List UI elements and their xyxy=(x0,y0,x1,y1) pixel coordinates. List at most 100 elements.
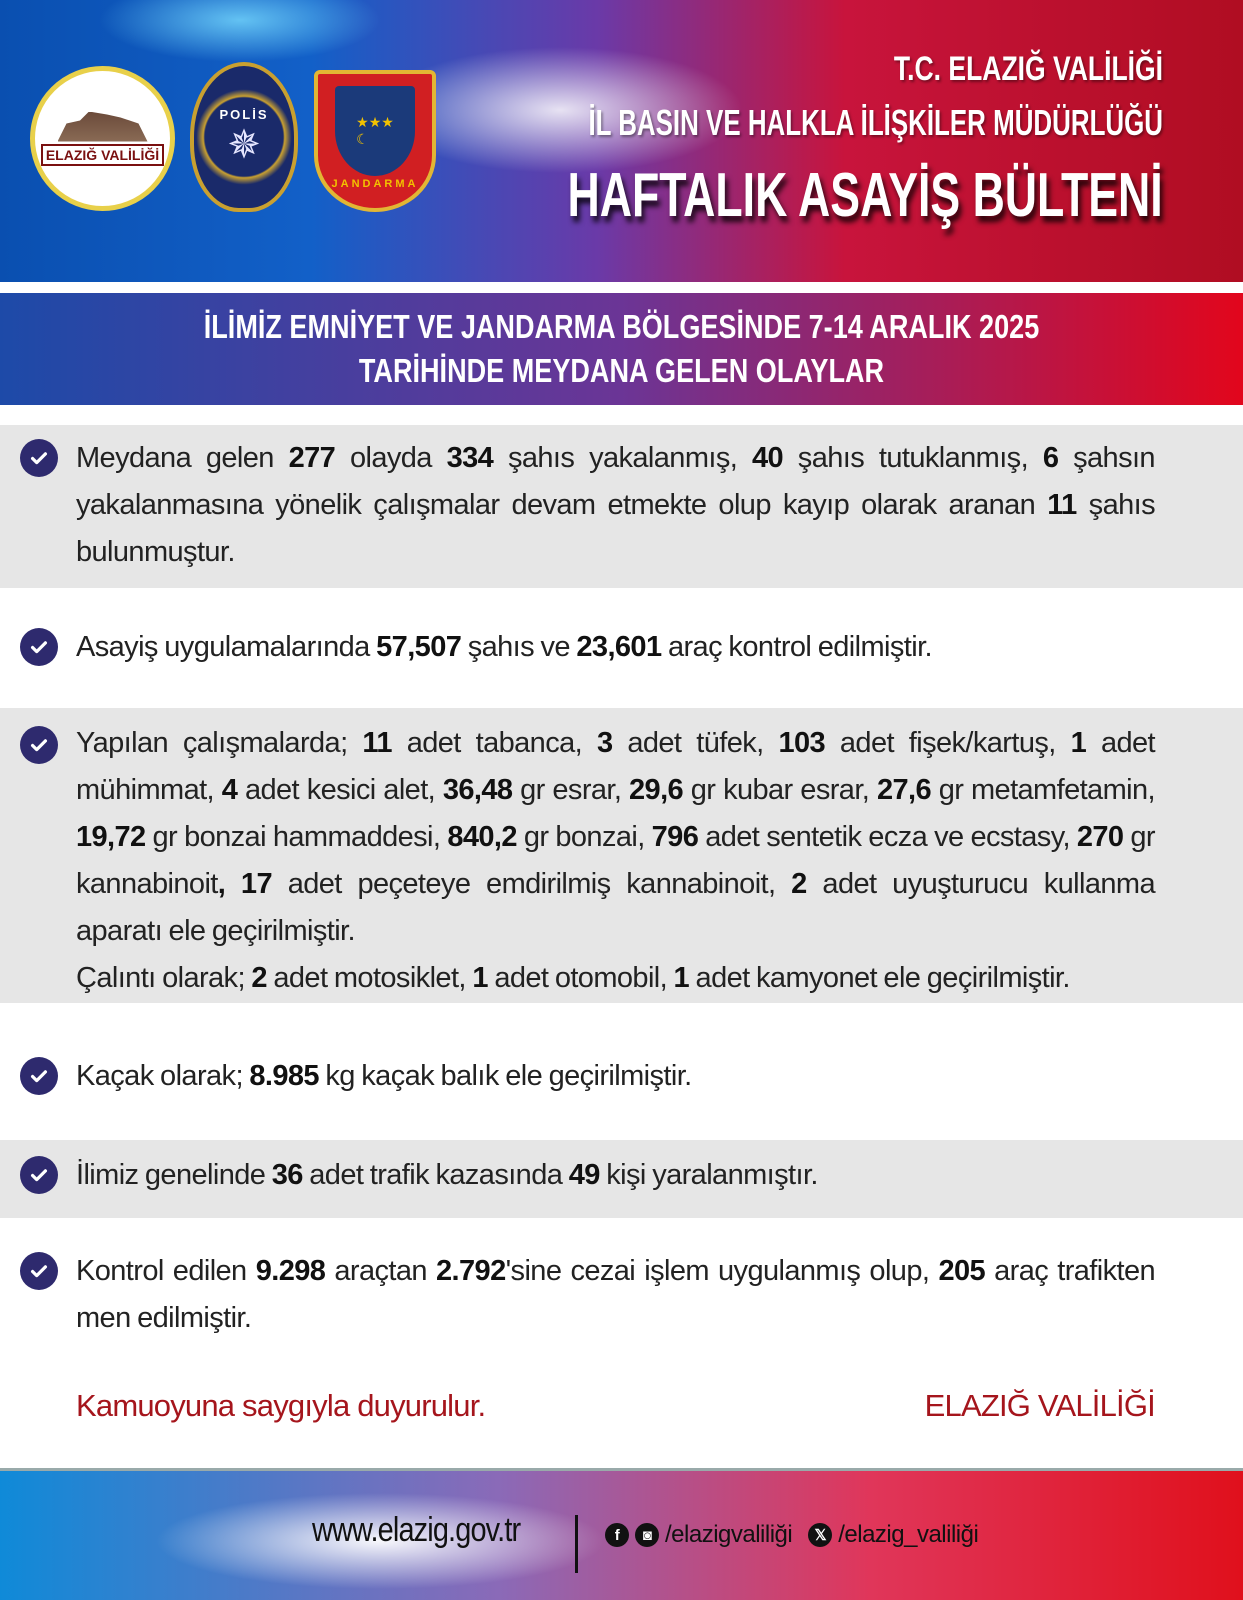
text-segment: Yapılan çalışmalarda; xyxy=(76,727,363,759)
text-segment: adet kesici alet, xyxy=(237,774,443,806)
item-1: Meydana gelen 277 olayda 334 şahıs yakal… xyxy=(0,425,1243,588)
website-link[interactable]: www.elazig.gov.tr xyxy=(312,1511,521,1549)
highlight-number: 1 xyxy=(673,962,690,994)
header-line2: İL BASIN VE HALKLA İLİŞKİLER MÜDÜRLÜĞÜ xyxy=(588,102,1163,143)
text-segment: Kaçak olarak; xyxy=(76,1060,250,1092)
jandarma-logo: ★★★ ☾ JANDARMA xyxy=(314,70,436,212)
check-icon xyxy=(20,726,58,764)
check-icon xyxy=(20,628,58,666)
highlight-number: 205 xyxy=(938,1255,986,1287)
check-icon xyxy=(20,1057,58,1095)
text-segment: Kontrol edilen xyxy=(76,1255,256,1287)
text-segment: şahıs tutuklanmış, xyxy=(783,442,1043,474)
facebook-instagram-handle[interactable]: /elazigvaliliği xyxy=(665,1521,793,1548)
item-3: Yapılan çalışmalarda; 11 adet tabanca, 3… xyxy=(0,708,1243,1003)
item-text: Meydana gelen 277 olayda 334 şahıs yakal… xyxy=(76,435,1156,576)
check-icon xyxy=(20,1156,58,1194)
signoff-signature: ELAZIĞ VALİLİĞİ xyxy=(924,1388,1156,1423)
text-segment: Asayiş uygulamalarında xyxy=(76,631,377,663)
elazig-valiligi-logo: ELAZIĞ VALİLİĞİ xyxy=(30,66,175,211)
highlight-number: 3 xyxy=(596,727,613,759)
highlight-number: 334 xyxy=(446,442,494,474)
text-segment: şahıs bulunmuştur. xyxy=(76,489,1156,568)
highlight-number: 11 xyxy=(362,727,392,759)
item-text: Yapılan çalışmalarda; 11 adet tabanca, 3… xyxy=(76,720,1156,1002)
highlight-number: 49 xyxy=(568,1159,601,1191)
text-segment: gr kannabinoit xyxy=(76,821,1156,900)
x-handle[interactable]: /elazig_valiliği xyxy=(838,1521,979,1548)
date-banner: İLİMİZ EMNİYET VE JANDARMA BÖLGESİNDE 7-… xyxy=(0,293,1243,405)
highlight-number: 19,72 xyxy=(76,821,146,853)
text-segment: araçtan xyxy=(325,1255,437,1287)
item-6: Kontrol edilen 9.298 araçtan 2.792'sine … xyxy=(0,1218,1243,1360)
text-segment: adet tüfek, xyxy=(612,727,779,759)
text-segment: Meydana gelen xyxy=(76,442,289,474)
highlight-number: 2 xyxy=(251,962,267,994)
x-icon[interactable]: 𝕏 xyxy=(808,1523,833,1547)
text-segment: adet sentetik ecza ve ecstasy, xyxy=(698,821,1077,853)
highlight-number: 2.792 xyxy=(436,1255,506,1287)
text-segment: kişi yaralanmıştır. xyxy=(599,1159,818,1191)
signoff: Kamuoyuna saygıyla duyurulur. ELAZIĞ VAL… xyxy=(76,1388,1156,1424)
text-segment: adet trafik kazasında xyxy=(302,1159,569,1191)
text-segment: adet peçeteye emdirilmiş kannabinoit, xyxy=(271,868,792,900)
text-segment: şahsın yakalanmasına yönelik çalışmalar … xyxy=(76,442,1156,521)
check-icon xyxy=(20,439,58,477)
highlight-number: 9.298 xyxy=(255,1255,326,1287)
highlight-number: 1 xyxy=(472,962,488,994)
footer: www.elazig.gov.tr f ◙ /elazigvaliliği 𝕏 … xyxy=(0,1468,1243,1600)
banner-line2: TARİHİNDE MEYDANA GELEN OLAYLAR xyxy=(358,352,885,389)
highlight-number: 270 xyxy=(1076,821,1124,853)
text-segment: adet uyuşturucu kullanma aparatı ele geç… xyxy=(76,868,1156,947)
highlight-number: 277 xyxy=(288,442,336,474)
highlight-number: 36 xyxy=(271,1159,304,1191)
highlight-number: 8.985 xyxy=(249,1060,319,1092)
check-icon xyxy=(20,1252,58,1290)
highlight-number: 27,6 xyxy=(876,774,932,806)
instagram-icon[interactable]: ◙ xyxy=(635,1523,659,1547)
text-segment: adet fişek/kartuş, xyxy=(825,727,1071,759)
highlight-number: 11 xyxy=(1047,489,1077,521)
highlight-number: , 17 xyxy=(217,868,273,900)
header-line1: T.C. ELAZIĞ VALİLİĞİ xyxy=(893,50,1163,88)
text-segment: gr esrar, xyxy=(512,774,630,806)
highlight-number: 6 xyxy=(1042,442,1059,474)
highlight-number: 840,2 xyxy=(447,821,517,853)
text-segment: adet kamyonet ele geçirilmiştir. xyxy=(689,962,1071,994)
highlight-number: 796 xyxy=(651,821,699,853)
text-segment: araç trafikten men edilmiştir. xyxy=(76,1255,1156,1334)
header: ELAZIĞ VALİLİĞİ POLİS ✵ ★★★ ☾ JANDARMA T.C.… xyxy=(0,0,1243,282)
text-segment: şahıs yakalanmış, xyxy=(493,442,752,474)
highlight-number: 103 xyxy=(778,727,826,759)
highlight-number: 57,507 xyxy=(376,631,462,663)
police-logo: POLİS ✵ xyxy=(190,62,298,212)
highlight-number: 1 xyxy=(1070,727,1087,759)
text-segment: adet otomobil, xyxy=(487,962,674,994)
banner-line1: İLİMİZ EMNİYET VE JANDARMA BÖLGESİNDE 7-… xyxy=(203,308,1040,345)
item-5: İlimiz genelinde 36 adet trafik kazasınd… xyxy=(0,1140,1243,1218)
text-segment: gr metamfetamin, xyxy=(931,774,1156,806)
item-2: Asayiş uygulamalarında 57,507 şahıs ve 2… xyxy=(0,588,1243,708)
highlight-number: 29,6 xyxy=(629,774,684,806)
page-title: HAFTALIK ASAYİŞ BÜLTENİ xyxy=(567,161,1163,230)
highlight-number: 36,48 xyxy=(442,774,513,806)
text-segment: adet motosiklet, xyxy=(266,962,473,994)
highlight-number: 40 xyxy=(751,442,784,474)
divider xyxy=(575,1515,578,1573)
highlight-number: 4 xyxy=(221,774,238,806)
signoff-text: Kamuoyuna saygıyla duyurulur. xyxy=(76,1388,486,1423)
text-segment: kg kaçak balık ele geçirilmiştir. xyxy=(318,1060,692,1092)
text-segment: adet tabanca, xyxy=(391,727,597,759)
text-segment: şahıs ve xyxy=(461,631,577,663)
item-text: Asayiş uygulamalarında 57,507 şahıs ve 2… xyxy=(76,624,1155,671)
facebook-icon[interactable]: f xyxy=(605,1523,629,1547)
text-segment: gr bonzai hammaddesi, xyxy=(145,821,448,853)
item-text: İlimiz genelinde 36 adet trafik kazasınd… xyxy=(76,1152,1155,1199)
item-4: Kaçak olarak; 8.985 kg kaçak balık ele g… xyxy=(0,1003,1243,1140)
text-segment: Çalıntı olarak; xyxy=(76,962,252,994)
highlight-number: 23,601 xyxy=(576,631,662,663)
item-text: Kaçak olarak; 8.985 kg kaçak balık ele g… xyxy=(76,1053,1155,1100)
highlight-number: 2 xyxy=(791,868,807,900)
text-segment: araç kontrol edilmiştir. xyxy=(661,631,933,663)
text-segment: İlimiz genelinde xyxy=(76,1159,272,1191)
